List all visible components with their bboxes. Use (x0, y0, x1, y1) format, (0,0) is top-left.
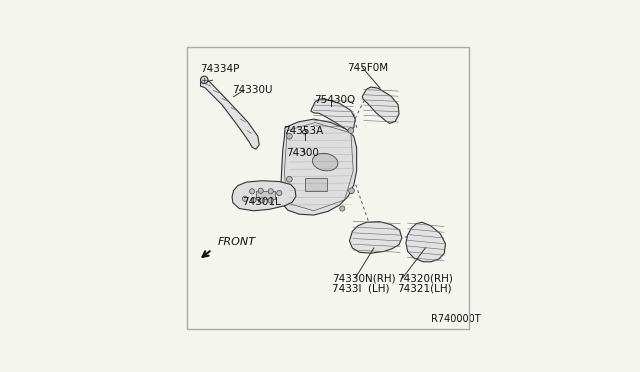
Circle shape (200, 76, 208, 84)
Text: 74334P: 74334P (200, 64, 240, 74)
Circle shape (258, 188, 263, 193)
Polygon shape (362, 87, 399, 124)
Polygon shape (311, 99, 355, 131)
Polygon shape (349, 222, 402, 253)
Text: R740000T: R740000T (431, 314, 481, 324)
Text: 74321(LH): 74321(LH) (397, 283, 451, 293)
Circle shape (268, 198, 273, 203)
Circle shape (243, 196, 248, 201)
Polygon shape (281, 119, 356, 215)
Text: FRONT: FRONT (218, 237, 256, 247)
Text: 74301L: 74301L (242, 197, 281, 207)
Text: 745F0M: 745F0M (347, 62, 388, 73)
Circle shape (303, 130, 307, 134)
Circle shape (268, 189, 273, 194)
Text: 74330N(RH): 74330N(RH) (332, 273, 396, 283)
Bar (305, 177, 326, 191)
Circle shape (250, 189, 255, 194)
Polygon shape (200, 79, 259, 149)
Text: 74320(RH): 74320(RH) (397, 273, 452, 283)
Circle shape (276, 190, 282, 196)
Circle shape (349, 188, 355, 193)
Circle shape (287, 176, 292, 182)
Text: 74300: 74300 (287, 148, 319, 158)
Circle shape (340, 206, 345, 211)
Circle shape (251, 197, 256, 202)
Text: 74330U: 74330U (232, 86, 273, 96)
Polygon shape (406, 222, 445, 262)
Text: 7433l  (LH): 7433l (LH) (332, 283, 390, 293)
Ellipse shape (312, 153, 338, 171)
Text: 74353A: 74353A (284, 126, 324, 135)
Circle shape (287, 134, 292, 139)
Polygon shape (232, 181, 296, 211)
Text: 75430Q: 75430Q (314, 96, 355, 106)
Bar (256, 191, 275, 199)
Circle shape (260, 198, 265, 203)
Circle shape (348, 128, 354, 134)
